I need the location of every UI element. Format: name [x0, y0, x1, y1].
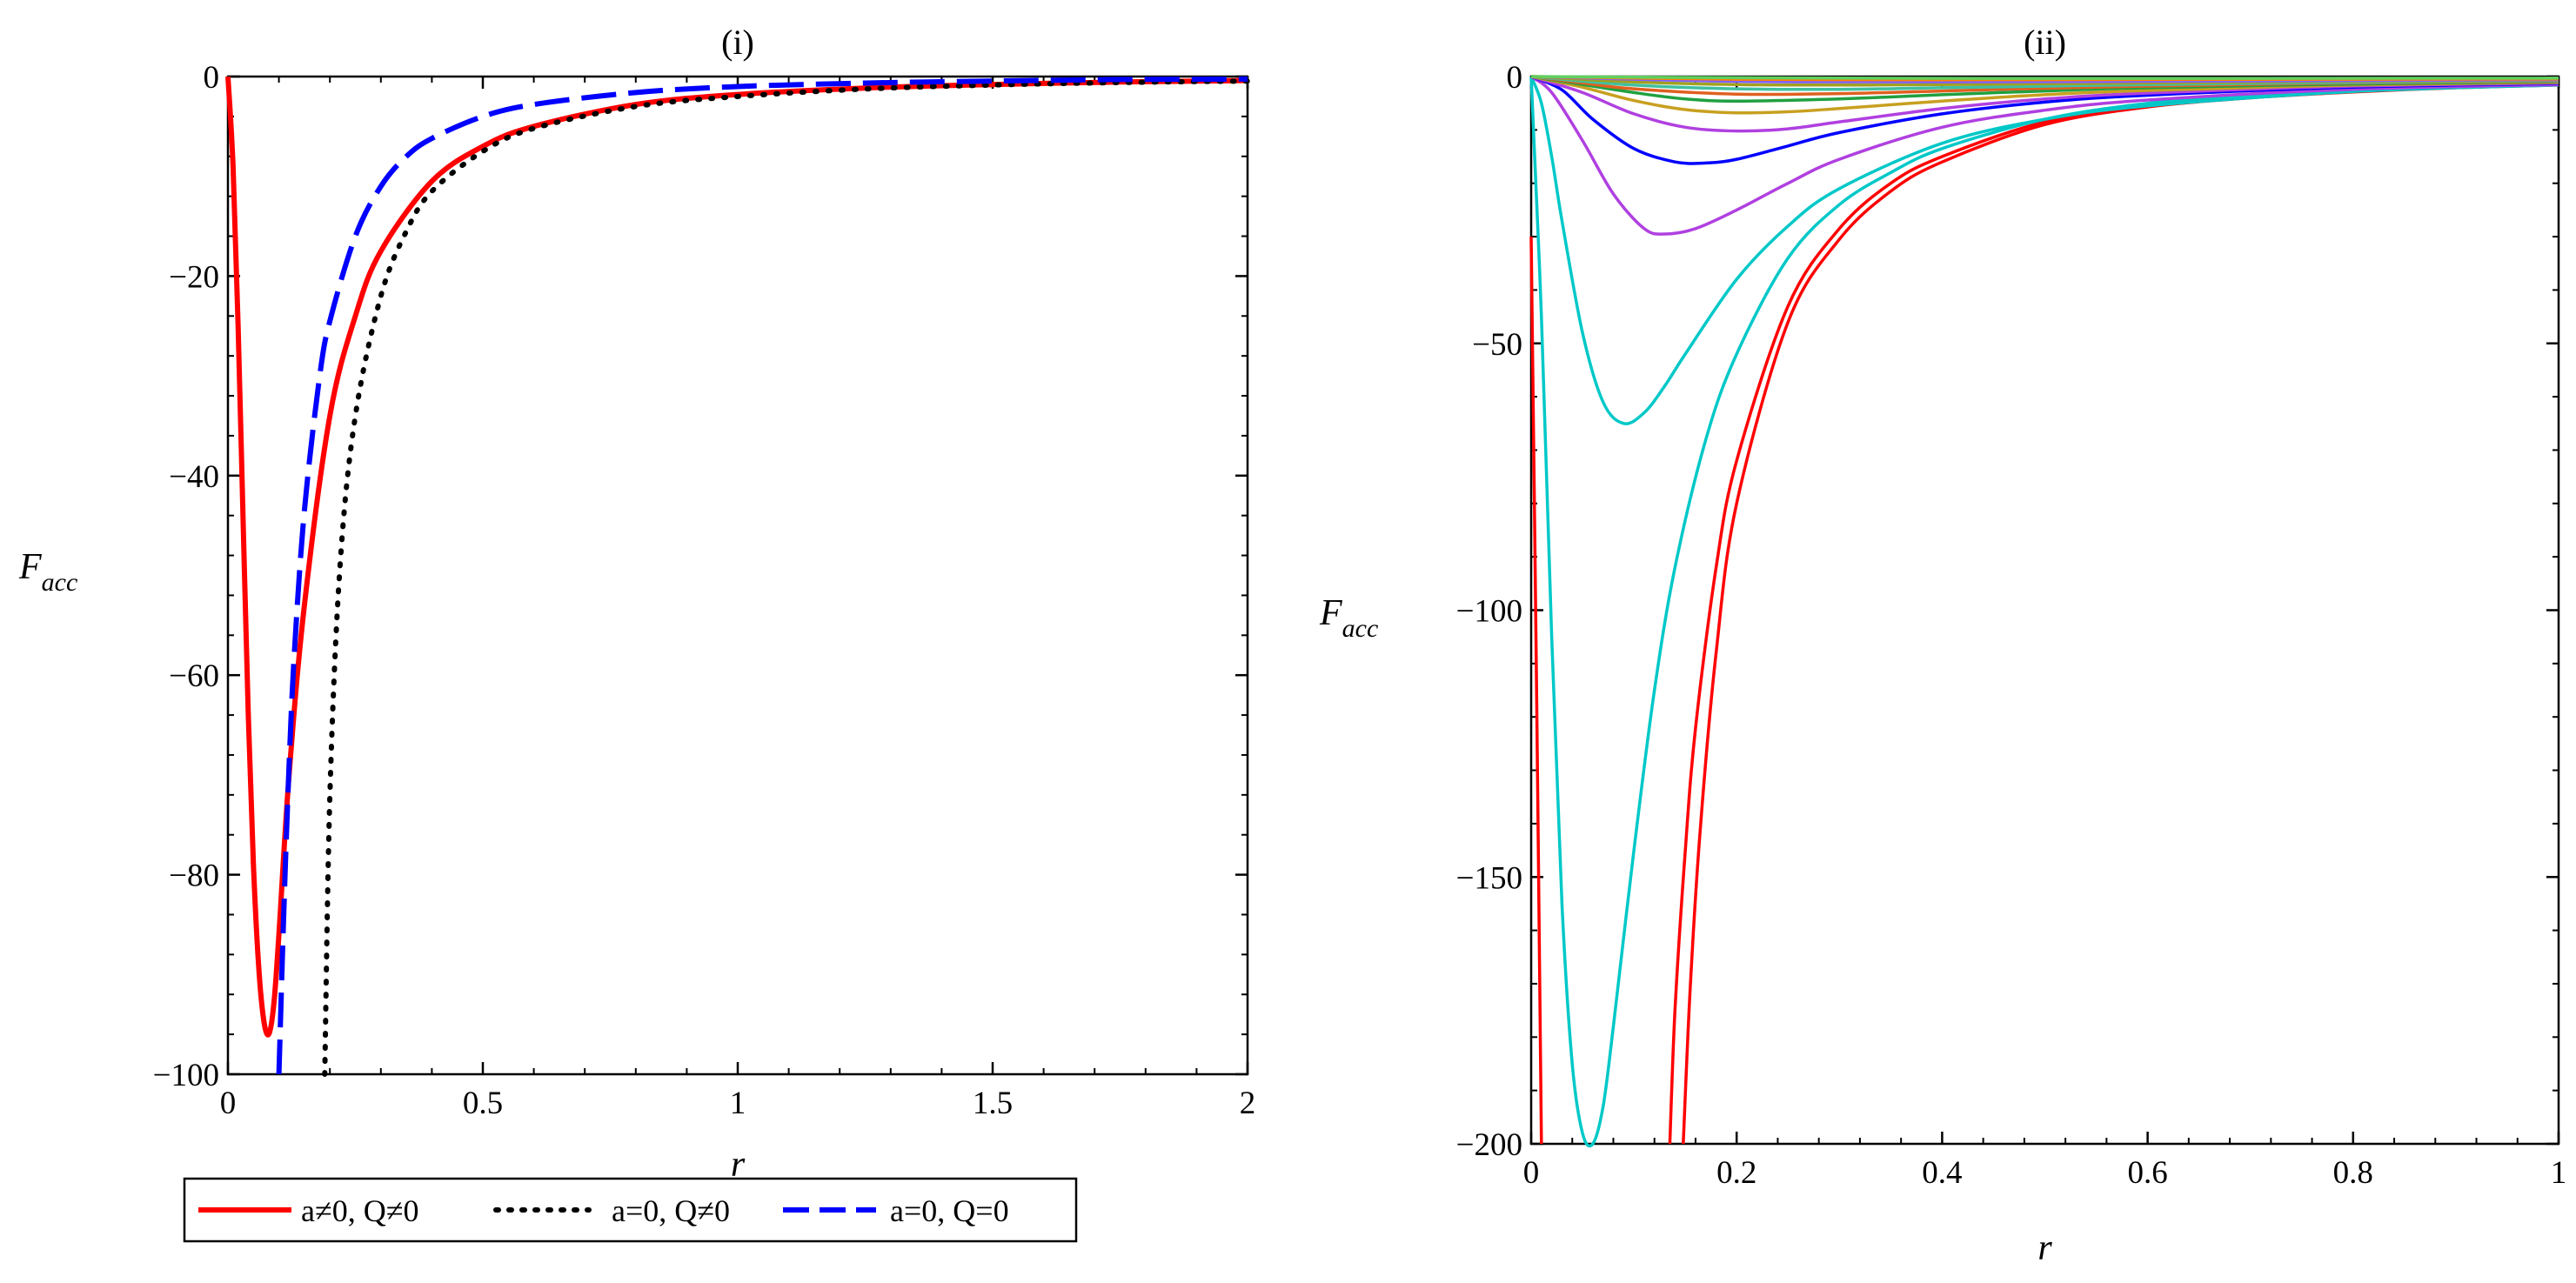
series-line-i-2 [322, 78, 1250, 1077]
panel-title-i: (i) [721, 23, 754, 62]
plot-frame-i [226, 75, 1249, 1076]
y-tick-label: 0 [1507, 60, 1523, 96]
series-line-ii-2 [1668, 83, 2559, 1145]
x-tick-label: 0.6 [2127, 1155, 2167, 1191]
x-tick-label: 0.4 [1922, 1155, 1962, 1191]
series-group-i [225, 76, 1250, 1077]
legend-label-series-2: a=0, Q≠0 [612, 1193, 730, 1228]
legend-i: a≠0, Q≠0 a=0, Q≠0 a=0, Q=0 [183, 1177, 1078, 1243]
legend-box [183, 1177, 1078, 1243]
y-axis-label-ii: Facc [1319, 593, 1378, 643]
x-axis-label-ii: r [2037, 1228, 2052, 1268]
series-line-i-3 [276, 76, 1248, 1075]
y-tick-label: −200 [1456, 1127, 1522, 1163]
x-tick-label: 1 [2551, 1155, 2567, 1191]
legend-label-series-1: a≠0, Q≠0 [301, 1193, 419, 1228]
series-line-ii-6 [1529, 75, 2559, 236]
y-tick-label: −60 [169, 658, 219, 694]
y-tick-label: −100 [153, 1058, 219, 1093]
y-tick-label: −150 [1456, 860, 1522, 896]
y-tick-label: −50 [1472, 327, 1522, 363]
series-group-ii [1529, 75, 2559, 1148]
panel-title-ii: (ii) [2024, 23, 2066, 62]
series-line-i-1 [225, 76, 1248, 1038]
y-axis-label-i: Facc [18, 547, 77, 597]
x-tick-label: 0 [220, 1086, 237, 1121]
series-line-ii-3 [1682, 84, 2559, 1145]
x-tick-label: 0.2 [1716, 1155, 1756, 1191]
plot-frame-ii [1529, 75, 2560, 1146]
series-line-ii-4 [1529, 76, 2559, 1148]
x-tick-label: 1.5 [973, 1086, 1013, 1121]
y-tick-label: −80 [169, 859, 219, 894]
y-tick-label: −20 [169, 259, 219, 295]
y-tick-label: −100 [1456, 594, 1522, 630]
x-tick-label: 1 [730, 1086, 746, 1121]
panel-i: (i) r Facc 0 0.5 1 1.5 2 0 −20 −40 −60 −80 −100 [18, 23, 1255, 1185]
x-tick-label: 0.5 [463, 1086, 503, 1121]
y-axis-label-main-ii: F [1319, 593, 1342, 633]
panel-ii: (ii) r Facc 0 0.2 0.4 0.6 0.8 1 0 −50 −100 −150 −2… [1319, 23, 2566, 1268]
series-line-ii-5 [1529, 76, 2559, 425]
x-tick-label: 2 [1240, 1086, 1256, 1121]
y-axis-label-main-i: F [18, 547, 42, 587]
series-line-ii-1 [1529, 236, 1543, 1145]
axis-ticks-ii: 0 0.2 0.4 0.6 0.8 1 0 −50 −100 −150 −200 [1456, 60, 2567, 1191]
y-axis-label-sub-ii: acc [1342, 614, 1379, 643]
series-line-ii-16 [1530, 75, 2559, 80]
x-tick-label: 0.8 [2333, 1155, 2373, 1191]
y-tick-label: −40 [169, 459, 219, 495]
y-tick-label: 0 [204, 60, 220, 96]
y-axis-label-sub-i: acc [42, 568, 78, 597]
axis-ticks-i: 0 0.5 1 1.5 2 0 −20 −40 −60 −80 −100 [153, 60, 1256, 1121]
x-tick-label: 0 [1523, 1155, 1540, 1191]
legend-label-series-3: a=0, Q=0 [890, 1193, 1009, 1228]
x-axis-label-i: r [731, 1145, 746, 1185]
